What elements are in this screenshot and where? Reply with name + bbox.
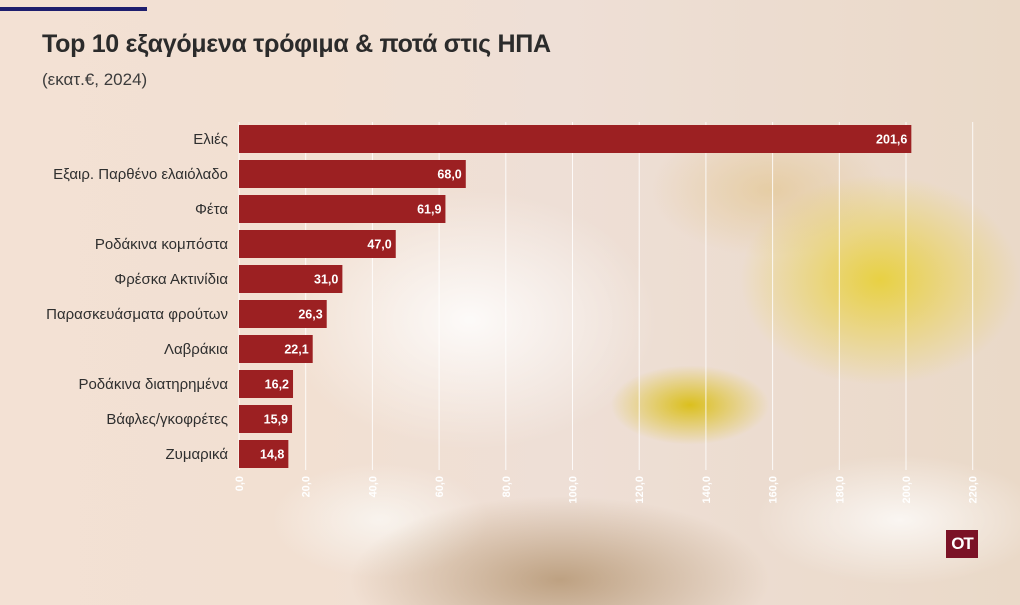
x-tick-label: 160,0 — [768, 476, 780, 504]
category-label: Ζυμαρικά — [165, 446, 228, 463]
category-label: Ροδάκινα κομπόστα — [95, 236, 229, 253]
category-label: Φέτα — [195, 201, 228, 218]
chart-subtitle: (εκατ.€, 2024) — [42, 70, 148, 89]
chart-title: Top 10 εξαγόμενα τρόφιμα & ποτά στις ΗΠΑ — [42, 30, 551, 58]
category-label: Βάφλες/γκοφρέτες — [106, 411, 228, 428]
bar — [239, 405, 293, 433]
bar — [239, 300, 327, 328]
bar-value-label: 15,9 — [264, 413, 288, 427]
bar — [239, 125, 912, 153]
bar-value-label: 26,3 — [298, 308, 322, 322]
bar — [239, 335, 313, 363]
x-tick-label: 100,0 — [568, 476, 580, 504]
bar — [239, 230, 396, 258]
brand-logo: OT — [946, 530, 978, 558]
x-tick-label: 180,0 — [834, 476, 846, 504]
x-tick-label: 200,0 — [901, 476, 913, 504]
bar — [239, 440, 289, 468]
bar — [239, 195, 446, 223]
bar — [239, 370, 294, 398]
x-tick-label: 20,0 — [301, 476, 313, 497]
category-label: Ελιές — [193, 131, 228, 148]
x-tick-label: 60,0 — [434, 476, 446, 497]
bar-value-label: 14,8 — [260, 448, 284, 462]
bar-value-label: 201,6 — [876, 133, 907, 147]
category-label: Λαβράκια — [164, 341, 228, 358]
x-tick-label: 40,0 — [367, 476, 379, 497]
bar — [239, 265, 343, 293]
x-tick-label: 220,0 — [968, 476, 980, 504]
bar-value-label: 22,1 — [284, 343, 308, 357]
x-tick-label: 80,0 — [501, 476, 513, 497]
bar-value-label: 16,2 — [265, 378, 289, 392]
bar-value-label: 68,0 — [437, 168, 461, 182]
x-tick-label: 140,0 — [701, 476, 713, 504]
bar — [239, 160, 466, 188]
category-label: Παρασκευάσματα φρούτων — [46, 306, 228, 323]
category-label: Ροδάκινα διατηρημένα — [78, 376, 228, 393]
bar-value-label: 61,9 — [417, 203, 441, 217]
x-tick-label: 120,0 — [634, 476, 646, 504]
accent-line — [0, 7, 147, 11]
category-label: Εξαιρ. Παρθένο ελαιόλαδο — [53, 166, 228, 183]
bar-value-label: 31,0 — [314, 273, 338, 287]
x-tick-label: 0,0 — [234, 476, 246, 491]
bar-value-label: 47,0 — [367, 238, 391, 252]
category-label: Φρέσκα Ακτινίδια — [114, 271, 228, 288]
